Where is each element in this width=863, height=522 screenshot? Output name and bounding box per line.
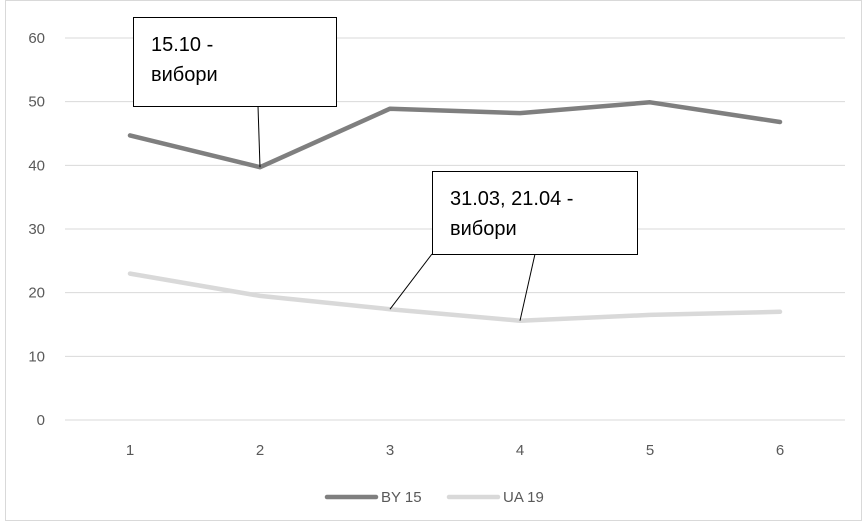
y-tick-label: 40 <box>28 157 45 174</box>
series-line-1 <box>127 100 783 170</box>
callout-leader-line <box>257 105 261 168</box>
x-tick-label: 1 <box>126 442 134 459</box>
y-tick-label: 60 <box>28 30 45 47</box>
x-tick-label: 4 <box>516 442 524 459</box>
callout-text-line: вибори <box>450 218 517 240</box>
x-tick-label: 2 <box>256 442 264 459</box>
series-line-2 <box>127 271 783 323</box>
legend-label: UA 19 <box>503 489 544 506</box>
y-axis-ticks: 0 10 20 30 40 50 60 <box>28 30 45 429</box>
callout-2: 31.03, 21.04 - вибори <box>389 171 638 321</box>
x-tick-label: 5 <box>646 442 654 459</box>
y-tick-label: 30 <box>28 221 45 238</box>
y-tick-label: 10 <box>28 348 45 365</box>
legend-label: BY 15 <box>381 489 422 506</box>
callout-leader-line <box>519 253 536 321</box>
y-tick-label: 20 <box>28 285 45 302</box>
legend-item-1: BY 15 <box>324 489 422 506</box>
callout-1: 15.10 - вибори <box>133 17 337 168</box>
callout-text-line: вибори <box>151 64 218 86</box>
gridlines <box>65 37 845 421</box>
callouts: 15.10 - вибори 31.03, 21.04 - вибори <box>133 17 638 321</box>
x-tick-label: 3 <box>386 442 394 459</box>
y-tick-label: 0 <box>37 412 45 429</box>
y-tick-label: 50 <box>28 94 45 111</box>
series-lines <box>127 100 783 323</box>
callout-box <box>432 171 638 255</box>
callout-box <box>133 17 337 107</box>
callout-text-line: 31.03, 21.04 - <box>450 188 573 210</box>
legend: BY 15 UA 19 <box>324 489 544 506</box>
callout-text-line: 15.10 - <box>151 34 213 56</box>
x-axis-ticks: 1 2 3 4 5 6 <box>126 442 784 459</box>
callout-leader-line <box>389 253 433 310</box>
legend-item-2: UA 19 <box>446 489 544 506</box>
x-tick-label: 6 <box>776 442 784 459</box>
